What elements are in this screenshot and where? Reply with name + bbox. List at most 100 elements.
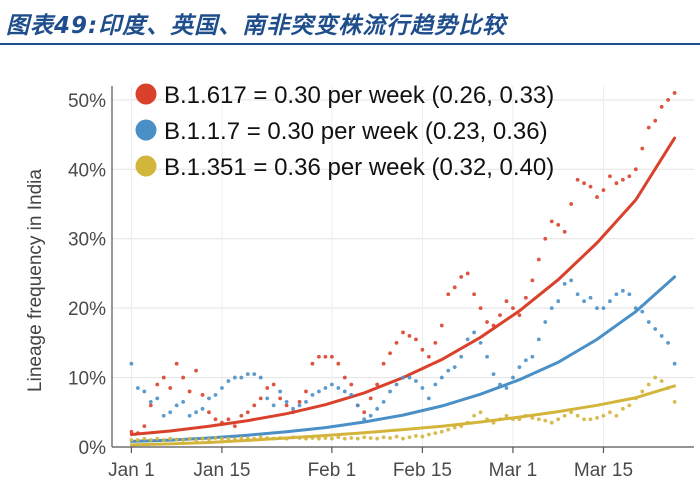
data-point xyxy=(452,285,457,290)
data-point xyxy=(472,413,477,418)
data-point xyxy=(155,382,160,387)
data-point xyxy=(595,195,599,199)
data-point xyxy=(239,413,244,418)
data-point xyxy=(523,413,528,418)
data-point xyxy=(381,399,386,404)
figure-title: 图表49:印度、英国、南非突变株流行趋势比较 xyxy=(6,13,507,39)
data-point xyxy=(381,435,386,440)
data-point xyxy=(659,379,664,383)
data-point xyxy=(569,278,574,283)
y-tick-label: 0% xyxy=(79,438,107,459)
data-point xyxy=(168,386,173,390)
data-point xyxy=(232,375,237,380)
data-point xyxy=(543,236,548,241)
data-point xyxy=(575,413,580,418)
data-point xyxy=(588,295,593,300)
data-point xyxy=(543,320,548,324)
data-point xyxy=(633,306,638,311)
figure-header: 图表49:印度、英国、南非突变株流行趋势比较 xyxy=(0,0,700,45)
data-point xyxy=(627,292,632,297)
data-point xyxy=(368,436,373,440)
fit-curves xyxy=(129,136,677,447)
data-point xyxy=(174,361,179,366)
data-point xyxy=(252,436,257,441)
data-point xyxy=(355,403,360,408)
data-point xyxy=(232,424,237,429)
data-point xyxy=(161,413,166,418)
x-tick-label: Mar 15 xyxy=(574,460,633,481)
data-point xyxy=(336,386,341,390)
data-point xyxy=(420,434,425,439)
data-point xyxy=(362,410,367,415)
data-point xyxy=(135,431,140,436)
data-point xyxy=(627,174,632,179)
data-point xyxy=(401,330,405,335)
data-point xyxy=(414,379,418,383)
data-point xyxy=(562,281,567,286)
data-point xyxy=(549,219,554,224)
legend-marker xyxy=(135,119,157,141)
data-point xyxy=(220,436,224,441)
data-point xyxy=(265,386,270,390)
data-point xyxy=(407,375,412,380)
data-point xyxy=(181,375,186,380)
data-point xyxy=(388,436,392,440)
data-point xyxy=(498,382,502,387)
x-tick-label: Feb 1 xyxy=(308,460,357,481)
data-point xyxy=(530,278,535,283)
data-point xyxy=(129,429,134,434)
data-point xyxy=(620,177,625,182)
data-point xyxy=(672,91,677,95)
data-point xyxy=(446,427,451,432)
data-point xyxy=(485,320,489,324)
data-point xyxy=(329,382,334,387)
data-point xyxy=(226,436,231,441)
data-point xyxy=(608,410,612,415)
data-point xyxy=(608,174,612,179)
data-point xyxy=(562,413,567,418)
data-point xyxy=(200,393,205,397)
data-point xyxy=(168,436,173,441)
data-point xyxy=(446,368,451,373)
data-point xyxy=(375,406,380,411)
legend-marker xyxy=(135,83,157,105)
fit-curve xyxy=(129,275,677,443)
data-point xyxy=(485,417,489,422)
data-point xyxy=(252,403,257,408)
data-point xyxy=(536,417,541,422)
data-point xyxy=(465,337,470,342)
data-point xyxy=(187,413,192,418)
data-point xyxy=(278,436,283,440)
data-point xyxy=(271,382,276,387)
data-point xyxy=(569,202,574,206)
data-point xyxy=(511,306,515,311)
data-point xyxy=(653,118,658,123)
data-point xyxy=(207,437,211,442)
data-point xyxy=(329,354,334,359)
data-point xyxy=(601,413,606,418)
data-point xyxy=(478,340,483,345)
data-point xyxy=(342,389,347,394)
data-point xyxy=(549,420,554,425)
data-point xyxy=(633,396,638,401)
data-point xyxy=(653,375,658,380)
data-point xyxy=(620,288,625,293)
data-point xyxy=(491,323,496,328)
data-point xyxy=(433,431,438,436)
data-point xyxy=(239,375,244,380)
data-point xyxy=(659,104,664,109)
data-point xyxy=(194,410,198,415)
data-point xyxy=(608,299,612,304)
data-point xyxy=(530,415,535,420)
data-point xyxy=(194,438,198,442)
data-point xyxy=(426,432,431,437)
y-axis-title: Lineage frequency in India xyxy=(25,169,46,392)
data-point xyxy=(207,396,211,401)
data-point xyxy=(653,327,658,331)
data-point xyxy=(517,313,522,317)
data-point xyxy=(498,313,502,317)
data-point xyxy=(226,379,231,383)
data-point xyxy=(414,337,418,342)
data-point xyxy=(317,436,321,441)
data-point xyxy=(129,361,134,366)
